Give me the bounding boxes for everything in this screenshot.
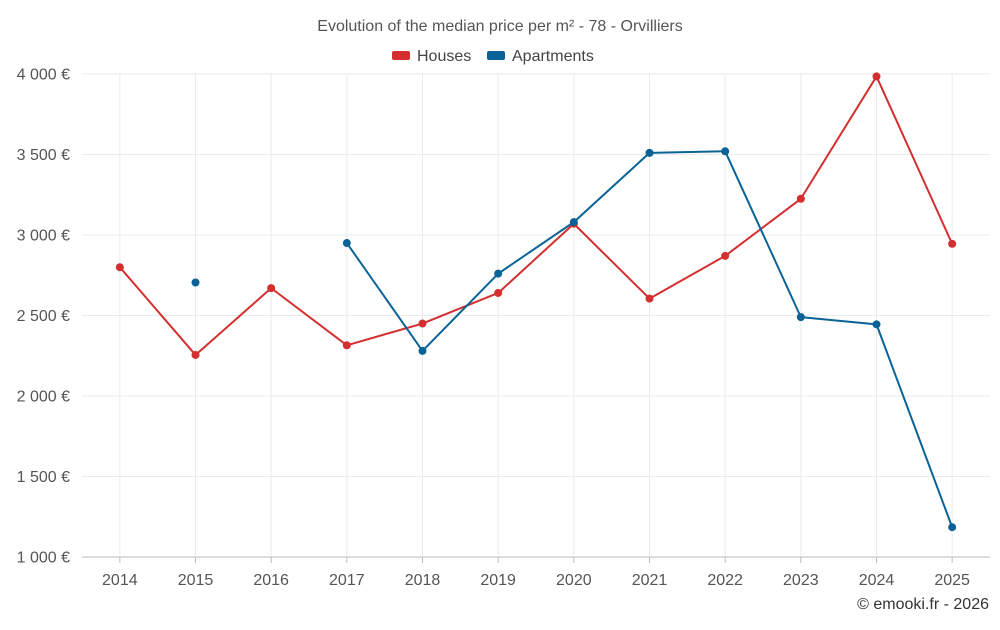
houses-data-point (872, 72, 881, 81)
apartments-data-point (948, 523, 957, 532)
apartments-data-point (796, 313, 805, 322)
houses-data-point (267, 284, 276, 293)
y-tick-label: 2 500 € (17, 308, 70, 325)
legend: Houses Apartments (392, 48, 594, 65)
apartments-data-point (645, 148, 654, 157)
x-tick-label: 2017 (329, 572, 365, 589)
houses-data-point (721, 251, 730, 260)
houses-data-point (115, 263, 124, 272)
houses-data-point (948, 239, 957, 248)
x-tick-label: 2024 (859, 572, 895, 589)
houses-data-point (796, 194, 805, 203)
houses-data-point (342, 341, 351, 350)
x-tick-label: 2019 (480, 572, 516, 589)
apartments-data-point (342, 239, 351, 248)
houses-legend-swatch (392, 51, 410, 60)
houses-data-point (418, 319, 427, 328)
x-tick-label: 2015 (178, 572, 214, 589)
houses-data-point (191, 350, 200, 359)
houses-legend-label: Houses (417, 48, 471, 65)
x-tick-label: 2016 (253, 572, 289, 589)
apartments-data-point (872, 320, 881, 329)
apartments-data-point (418, 346, 427, 355)
apartments-legend-label: Apartments (512, 48, 594, 65)
apartments-data-point (494, 269, 503, 278)
apartments-data-point (569, 218, 578, 227)
x-tick-label: 2018 (405, 572, 441, 589)
x-tick-label: 2020 (556, 572, 592, 589)
houses-data-point (494, 288, 503, 297)
apartments-data-point (191, 278, 200, 287)
y-tick-label: 4 000 € (17, 67, 70, 84)
houses-series-line (119, 75, 954, 356)
credit-text: © emooki.fr - 2026 (857, 596, 989, 613)
y-tick-label: 1 000 € (17, 550, 70, 567)
x-tick-label: 2022 (707, 572, 743, 589)
x-tick-label: 2023 (783, 572, 819, 589)
x-tick-label: 2025 (934, 572, 970, 589)
y-tick-label: 2 000 € (17, 389, 70, 406)
series-layer (115, 72, 957, 532)
y-tick-label: 3 000 € (17, 228, 70, 245)
y-tick-label: 3 500 € (17, 147, 70, 164)
grid (82, 73, 990, 558)
apartments-data-point (721, 147, 730, 156)
chart-title: Evolution of the median price per m² - 7… (317, 18, 682, 35)
houses-data-point (645, 294, 654, 303)
x-tick-label: 2014 (102, 572, 138, 589)
y-tick-label: 1 500 € (17, 469, 70, 486)
axes: 1 000 € 1 500 € 2 000 € 2 500 € 3 000 € 3 500… (17, 67, 970, 590)
apartments-legend-swatch (487, 51, 505, 60)
x-tick-label: 2021 (632, 572, 668, 589)
